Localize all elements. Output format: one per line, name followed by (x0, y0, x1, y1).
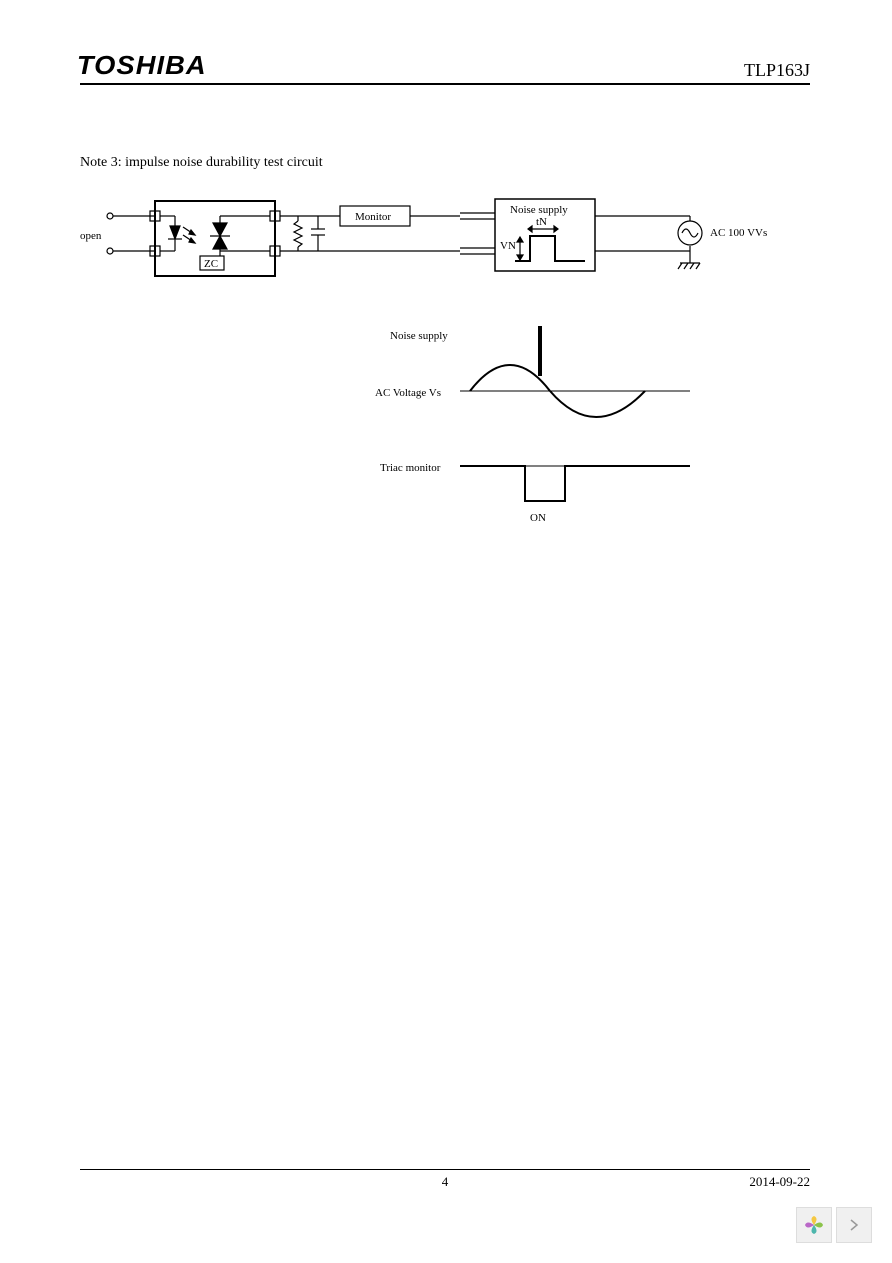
vn-label: VN (500, 240, 516, 252)
circuit-diagram: open (80, 191, 780, 551)
noise-supply-label: Noise supply (510, 204, 568, 216)
page-number: 4 (442, 1174, 449, 1190)
header: TOSHIBA TLP163J (80, 50, 810, 85)
viewer-widget (796, 1207, 872, 1243)
monitor-label: Monitor (355, 211, 391, 223)
zc-label: ZC (204, 258, 218, 270)
tn-label: tN (536, 216, 547, 228)
brand-logo: TOSHIBA (77, 50, 207, 81)
ac-source-label: AC 100 VVs (710, 227, 767, 239)
wf-noise-label: Noise supply (390, 330, 448, 342)
open-label: open (80, 230, 102, 242)
footer: 4 2014-09-22 (80, 1169, 810, 1190)
part-number: TLP163J (744, 60, 810, 81)
wf-triac-label: Triac monitor (380, 462, 441, 474)
wf-on-label: ON (530, 512, 546, 524)
chevron-right-icon[interactable] (836, 1207, 872, 1243)
wf-ac-label: AC Voltage Vs (375, 387, 441, 399)
footer-date: 2014-09-22 (749, 1174, 810, 1190)
note-text: Note 3: impulse noise durability test ci… (80, 155, 810, 171)
flower-icon[interactable] (796, 1207, 832, 1243)
